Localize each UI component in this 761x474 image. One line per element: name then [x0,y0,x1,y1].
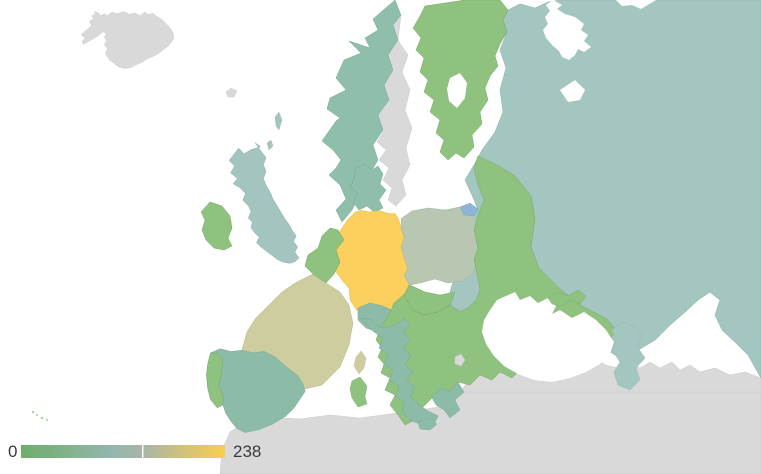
svg-text:238: 238 [233,442,261,461]
svg-text:0: 0 [8,442,17,461]
